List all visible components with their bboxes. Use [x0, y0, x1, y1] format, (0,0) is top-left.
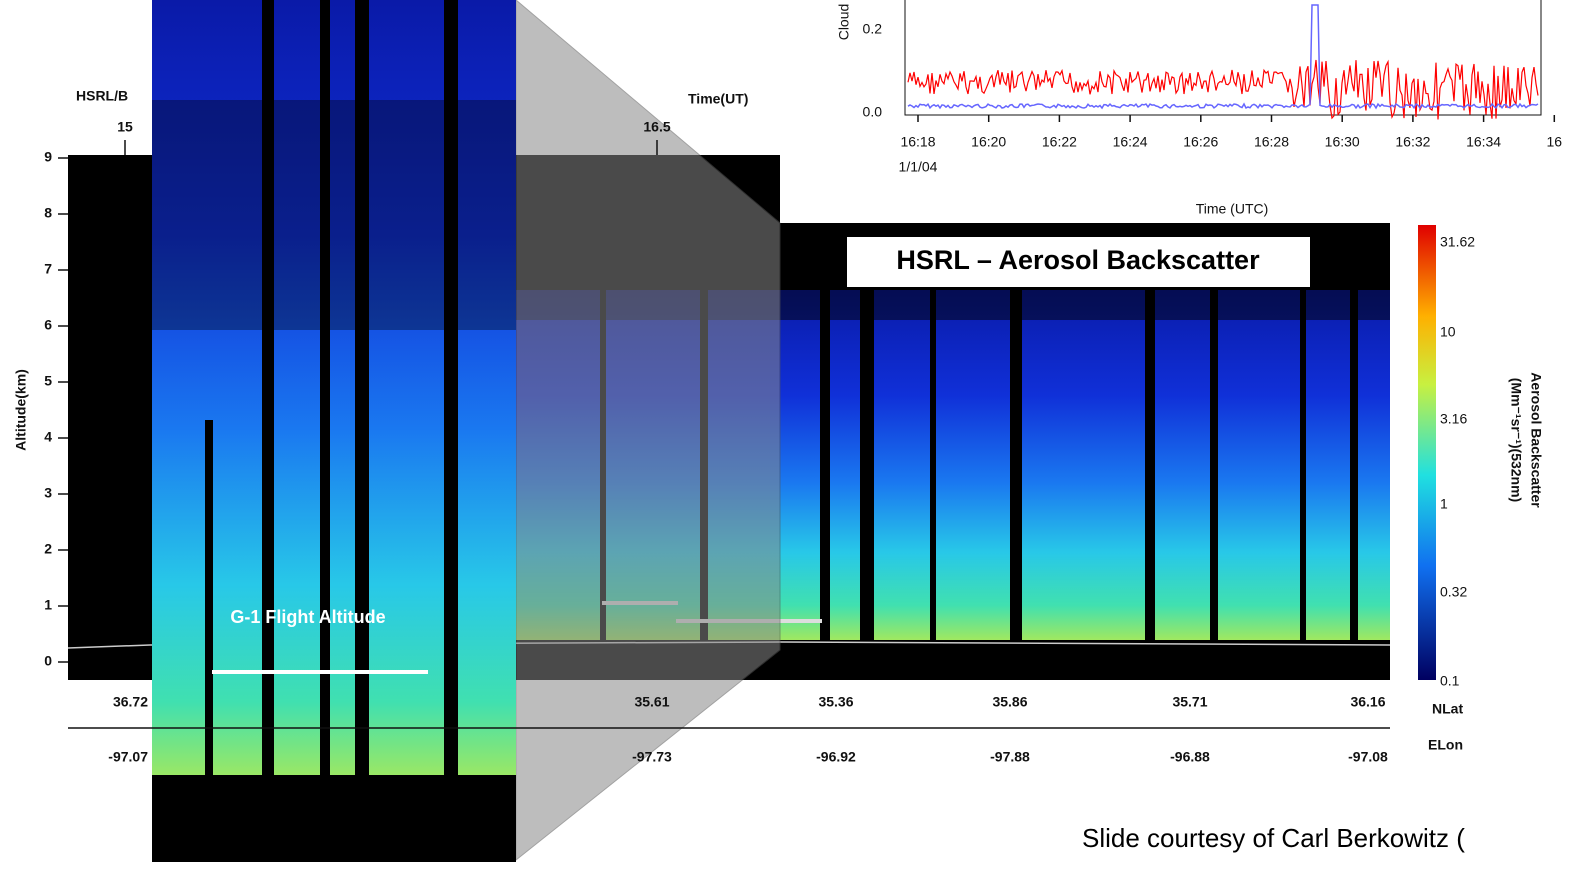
- top-x-tick-label: 16:20: [971, 134, 1006, 150]
- lon-tick-label: -97.73: [632, 749, 672, 765]
- colorbar-tick-label: 3.16: [1440, 411, 1467, 427]
- y-tick-label: 7: [44, 261, 52, 277]
- lat-tick-label: 35.71: [1172, 694, 1207, 710]
- top-y-tick-label: 0.0: [863, 104, 883, 120]
- top-y-label: Cloud: [836, 4, 852, 41]
- top-x-tick-label: 16:26: [1183, 134, 1218, 150]
- lat-tick-label: 35.86: [992, 694, 1027, 710]
- lon-tick-label: -97.07: [108, 749, 148, 765]
- credit: Slide courtesy of Carl Berkowitz (: [1082, 823, 1465, 853]
- y-tick-label: 6: [44, 317, 52, 333]
- colorbar-tick-label: 1: [1440, 496, 1448, 512]
- top-y-tick-label: 0.2: [863, 21, 883, 37]
- inset-gaps: [205, 0, 458, 780]
- y-tick-label: 8: [44, 205, 52, 221]
- colorbar-tick-label: 0.32: [1440, 584, 1467, 600]
- y-axis-label: Altitude(km): [13, 369, 29, 451]
- lat-tick-label: 35.36: [818, 694, 853, 710]
- lat-label: NLat: [1432, 701, 1463, 717]
- lon-tick-label: -96.88: [1170, 749, 1210, 765]
- top-x-tick-label: 16:32: [1395, 134, 1430, 150]
- red-trace: [907, 59, 1539, 120]
- lat-tick-label: 35.61: [634, 694, 669, 710]
- top-x-tick-label: 16:18: [900, 134, 935, 150]
- y-tick-label: 9: [44, 149, 52, 165]
- colorbar-label: Aerosol Backscatter: [1528, 372, 1544, 508]
- top-plot-frame: [904, 0, 1542, 116]
- panel-label: HSRL – Aerosol Backscatter: [896, 245, 1260, 275]
- top-x-tick-label: 16:22: [1042, 134, 1077, 150]
- lat-tick-label: 36.16: [1350, 694, 1385, 710]
- date-label: 1/1/04: [899, 159, 938, 175]
- top-x-tick-label: 16:30: [1325, 134, 1360, 150]
- instrument-label: HSRL/B: [76, 88, 128, 104]
- colorbar-tick-label: 0.1: [1440, 673, 1460, 689]
- lon-label: ELon: [1428, 737, 1463, 753]
- lat-tick-label: 36.72: [113, 694, 148, 710]
- lon-tick-label: -96.92: [816, 749, 856, 765]
- y-tick-label: 2: [44, 541, 52, 557]
- y-tick-label: 3: [44, 485, 52, 501]
- time-tick-label: 16.5: [643, 119, 670, 135]
- top-x-tick-label: 16:28: [1254, 134, 1289, 150]
- y-tick-label: 4: [44, 429, 52, 445]
- colorbar-tick-label: 10: [1440, 324, 1456, 340]
- time-tick-label: 15: [117, 119, 133, 135]
- colorbar-unit: (Mm⁻¹sr⁻¹)(532nm): [1508, 378, 1524, 502]
- y-tick-label: 5: [44, 373, 52, 389]
- inset-shade: [152, 100, 516, 330]
- lon-tick-label: -97.08: [1348, 749, 1388, 765]
- top-x-tick-label: 16:34: [1466, 134, 1501, 150]
- lon-tick-label: -97.88: [990, 749, 1030, 765]
- inset-ground: [152, 775, 516, 862]
- time-label: Time(UT): [688, 91, 748, 107]
- top-x-tick-label: 16:24: [1113, 134, 1148, 150]
- colorbar-tick-label: 31.62: [1440, 234, 1475, 250]
- top-x-label: Time (UTC): [1196, 201, 1269, 217]
- y-tick-label: 0: [44, 653, 52, 669]
- colorbar: [1418, 225, 1436, 680]
- label-box: [847, 237, 1310, 287]
- y-tick-label: 1: [44, 597, 52, 613]
- top-x-tick-label: 16: [1547, 134, 1563, 150]
- blue-trace: [907, 4, 1539, 110]
- inset-label: G-1 Flight Altitude: [230, 607, 385, 627]
